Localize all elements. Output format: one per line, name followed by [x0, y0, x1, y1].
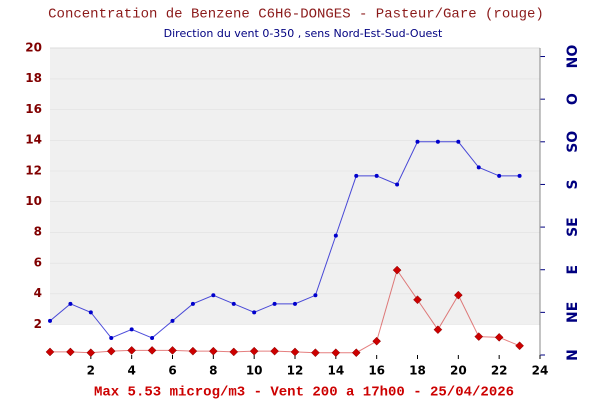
x-tick-label: 10 — [246, 364, 263, 378]
y-tick-label: 18 — [25, 71, 42, 85]
x-tick-label: 14 — [327, 364, 344, 378]
y2-tick-label: E — [565, 265, 581, 275]
point — [395, 182, 400, 187]
chart-footer: Max 5.53 microg/m3 - Vent 200 a 17h00 - … — [94, 385, 514, 400]
y-tick-label: 20 — [25, 41, 42, 55]
x-tick-label: 2 — [87, 364, 95, 378]
point — [374, 173, 379, 178]
point — [249, 346, 259, 356]
point — [497, 173, 502, 178]
y-tick-label: 8 — [34, 225, 42, 239]
x-tick-label: 6 — [168, 364, 176, 378]
point — [293, 301, 297, 306]
x-tick-label: 20 — [450, 364, 467, 378]
point — [188, 346, 198, 356]
series-line — [49, 141, 520, 339]
grid-band — [50, 140, 540, 171]
point — [208, 346, 218, 356]
point — [106, 346, 116, 356]
point — [313, 293, 318, 298]
point — [129, 327, 134, 332]
x-tick-label: 18 — [409, 364, 426, 378]
x-tick-label: 8 — [209, 364, 217, 378]
point — [515, 341, 524, 351]
point — [252, 310, 257, 315]
point — [270, 346, 279, 356]
point — [354, 173, 359, 178]
x-tick-label: 12 — [287, 364, 304, 378]
point — [190, 301, 195, 306]
grid-band — [50, 170, 540, 202]
grid-band — [50, 78, 540, 110]
y2-tick-label: O — [565, 93, 581, 105]
chart-title: Concentration de Benzene C6H6-DONGES - P… — [48, 7, 544, 23]
y2-tick-label: NE — [565, 302, 581, 323]
x-tick-label: 22 — [491, 364, 508, 378]
grid-band — [50, 48, 540, 79]
point — [168, 346, 177, 355]
x-tick-label: 24 — [532, 364, 549, 378]
x-tick-label: 16 — [368, 364, 385, 378]
point — [231, 301, 236, 306]
x-tick-label: 4 — [127, 364, 135, 378]
point — [351, 348, 361, 358]
point — [413, 295, 422, 305]
point — [372, 336, 382, 346]
plot-background — [50, 47, 540, 355]
y-tick-label: 14 — [25, 133, 42, 147]
y2-tick-label: SE — [565, 217, 581, 237]
point — [453, 290, 463, 300]
y-tick-label: 16 — [25, 102, 42, 116]
grid-band — [50, 293, 540, 325]
point — [331, 348, 341, 358]
point — [456, 139, 461, 144]
grid-band — [50, 109, 540, 141]
chart-subtitle: Direction du vent 0-350 , sens Nord-Est-… — [164, 27, 443, 40]
point — [474, 332, 484, 341]
point — [433, 325, 443, 335]
y-tick-label: 6 — [34, 255, 42, 269]
point — [272, 301, 277, 306]
point — [333, 233, 338, 238]
y2-tick-label: S — [565, 179, 581, 189]
y2-tick-label: SO — [565, 131, 581, 153]
point — [127, 346, 137, 355]
point — [150, 335, 155, 340]
point — [476, 165, 481, 170]
point — [48, 318, 52, 323]
point — [147, 346, 157, 355]
y2-tick-label: N — [565, 349, 581, 361]
point — [66, 347, 75, 357]
point — [392, 265, 402, 275]
y2-tick-label: NO — [565, 45, 581, 69]
y-tick-label: 10 — [25, 194, 42, 208]
point — [494, 332, 504, 342]
point — [211, 293, 216, 298]
point — [86, 348, 96, 358]
grid-band — [50, 201, 540, 233]
point — [109, 335, 114, 340]
grid-band — [50, 232, 540, 263]
point — [88, 310, 93, 315]
point — [68, 301, 73, 306]
point — [229, 347, 239, 357]
point — [415, 139, 420, 144]
point — [45, 347, 55, 357]
y-tick-label: 2 — [34, 317, 42, 331]
y-tick-label: 4 — [34, 286, 42, 300]
point — [517, 173, 522, 178]
point — [170, 318, 175, 323]
point — [290, 347, 300, 357]
point — [311, 348, 320, 358]
y-tick-label: 12 — [25, 163, 42, 177]
grid-band — [50, 262, 540, 294]
point — [435, 139, 440, 144]
